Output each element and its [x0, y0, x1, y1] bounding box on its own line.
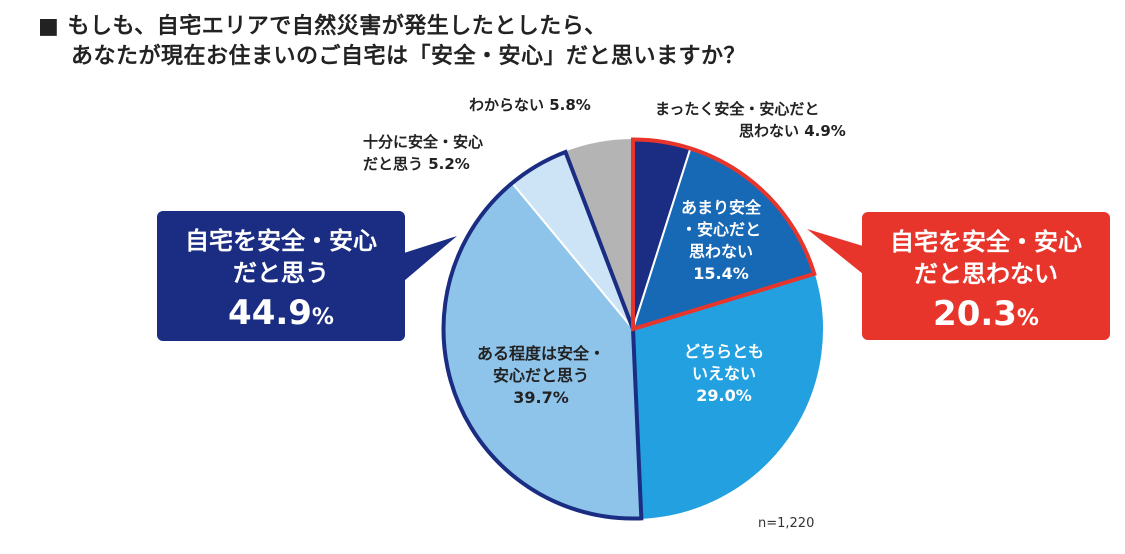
pie-slices [441, 136, 825, 521]
callout-safe-pointer [404, 236, 457, 281]
title-line-2: あなたが現在お住まいのご自宅は「安全・安心」だと思いますか？ [71, 44, 747, 69]
callout-unsafe-pointer [807, 229, 863, 274]
slice-label-dochira: どちらともいえない 29.0% [684, 342, 764, 405]
callout-safe-line2: だと思う [233, 259, 329, 287]
callout-safe-line1: 自宅を安全・安心 [185, 227, 377, 255]
slice-labels: まったく安全・安心だと思わない 4.9% あまり安全・安心だと思わない 15.4% ど… [363, 96, 846, 407]
callout-unsafe: 自宅を安全・安心 だと思わない 20.3% [862, 212, 1110, 340]
callout-safe: 自宅を安全・安心 だと思う 44.9% [157, 211, 405, 341]
callout-unsafe-value: 20.3% [933, 294, 1039, 334]
chart-title: ■ もしも、自宅エリアで自然災害が発生したとしたら、 あなたが現在お住まいのご自… [38, 12, 746, 72]
slice-label-amari: あまり安全・安心だと思わない 15.4% [681, 198, 762, 283]
sample-size-note: n=1,220 [758, 516, 814, 531]
title-line-1: ■ もしも、自宅エリアで自然災害が発生したとしたら、 [38, 14, 607, 39]
callout-unsafe-line1: 自宅を安全・安心 [890, 228, 1082, 256]
group-outline-safe [441, 149, 644, 521]
slice-label-aruteido: ある程度は安全・安心だと思う 39.7% [477, 344, 605, 407]
slice-label-wakaranai: わからない 5.8% [469, 96, 591, 114]
slice-label-jubun: 十分に安全・安心だと思う 5.2% [363, 133, 483, 173]
slice-label-zenzen: まったく安全・安心だと思わない 4.9% [655, 100, 846, 140]
group-outlines [441, 137, 817, 521]
callout-safe-value: 44.9% [228, 293, 334, 333]
group-outline-unsafe [631, 137, 817, 332]
callout-unsafe-line2: だと思わない [914, 260, 1058, 288]
callout-pointers [404, 229, 863, 281]
pie-slice-dochira [631, 272, 825, 521]
